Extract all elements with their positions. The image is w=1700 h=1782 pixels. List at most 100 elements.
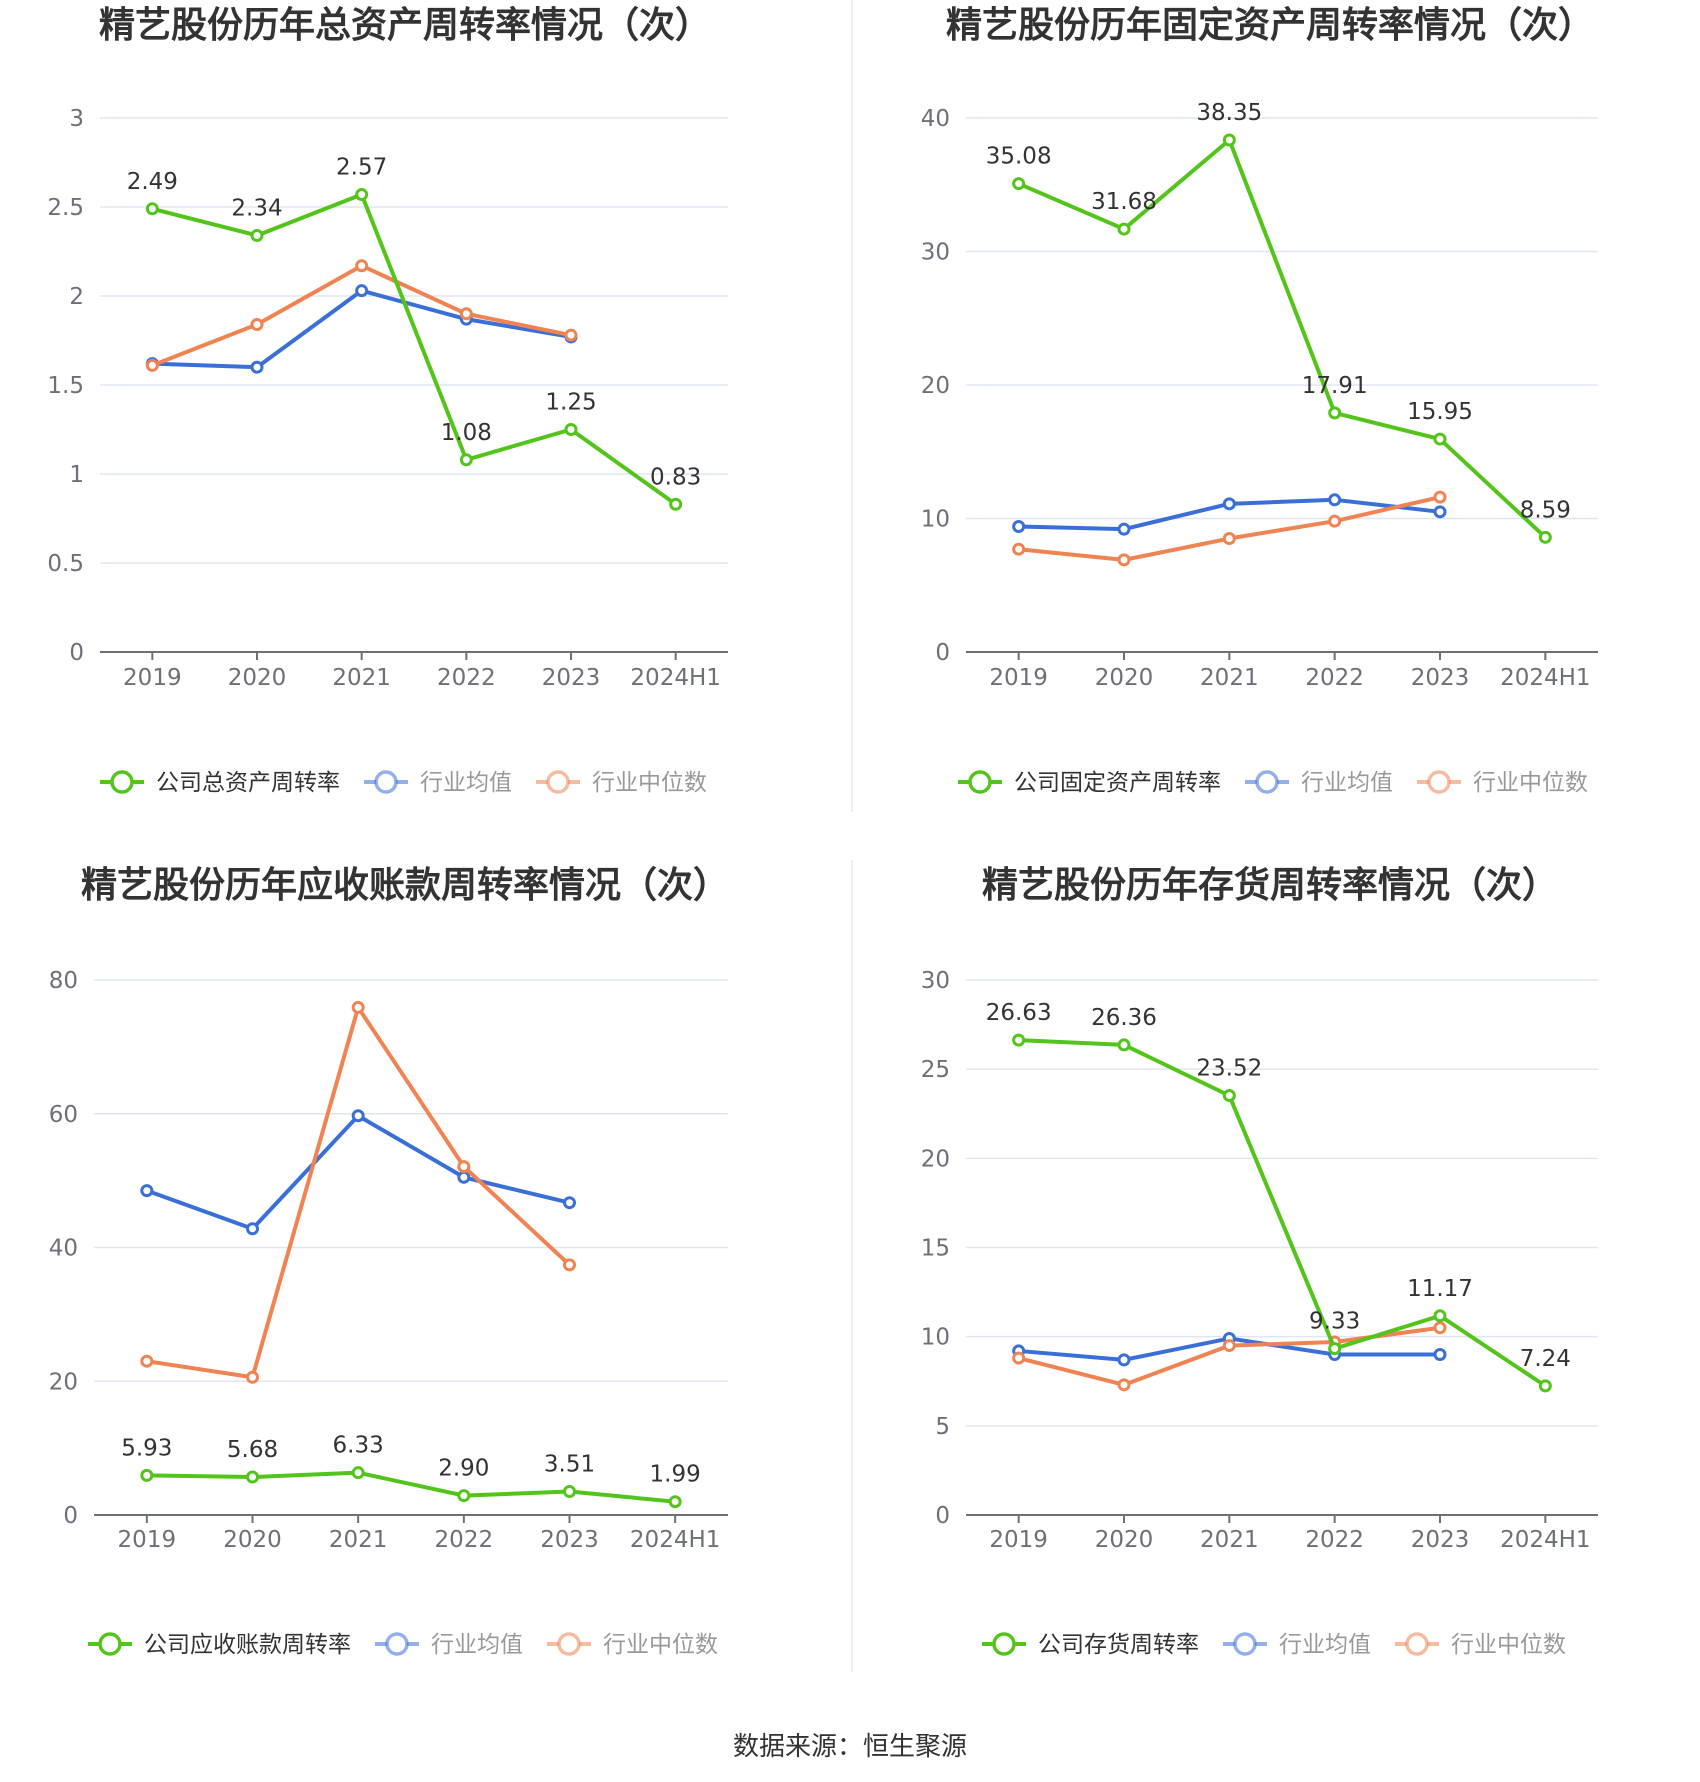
x-tick-label: 2022: [435, 1527, 494, 1553]
data-label: 2.90: [438, 1456, 489, 1482]
legend-item-median: 行业中位数: [547, 1632, 718, 1658]
chart-legend: 公司固定资产周转率 行业均值 行业中位数: [958, 770, 1588, 796]
data-point-median: [1328, 514, 1342, 528]
data-point-company: [145, 202, 159, 216]
legend-circle-icon: [110, 770, 134, 794]
x-tick-label: 2021: [1200, 1527, 1259, 1553]
data-point-company: [140, 1468, 154, 1482]
data-point-median: [351, 1000, 365, 1014]
x-tick-label: 2022: [1305, 665, 1364, 691]
data-point-avg: [351, 1109, 365, 1123]
y-tick-label: 0: [935, 640, 950, 666]
data-label: 1.25: [545, 390, 596, 416]
series-line-avg: [152, 288, 572, 370]
legend-circle-icon: [1233, 1632, 1257, 1656]
legend-circle-icon: [546, 770, 570, 794]
data-point-avg: [246, 1222, 259, 1236]
legend-circle-icon: [557, 1632, 581, 1656]
legend-label: 行业均值: [1279, 1632, 1371, 1658]
data-point-company: [1222, 133, 1236, 147]
data-point-company: [1117, 1038, 1131, 1052]
legend-label: 行业中位数: [592, 770, 707, 796]
x-tick-label: 2019: [118, 1527, 177, 1553]
chart-title: 精艺股份历年总资产周转率情况（次）: [99, 5, 711, 46]
series-line-company: [146, 1470, 676, 1504]
data-point-median: [1117, 1378, 1131, 1392]
data-label: 26.63: [986, 1000, 1052, 1026]
data-point-avg: [250, 360, 264, 374]
data-label: 3.51: [544, 1452, 595, 1478]
y-tick-label: 20: [921, 373, 950, 399]
legend-circle-icon: [992, 1632, 1016, 1656]
chart-legend: 公司总资产周转率 行业均值 行业中位数: [100, 770, 707, 796]
x-tick-label: 2023: [542, 665, 601, 691]
legend-label: 行业中位数: [1451, 1632, 1566, 1658]
chart-title: 精艺股份历年存货周转率情况（次）: [982, 865, 1558, 906]
data-label: 5.93: [121, 1435, 172, 1461]
legend-label: 公司存货周转率: [1038, 1632, 1199, 1658]
data-label: 17.91: [1302, 373, 1368, 399]
legend-item-company: 公司存货周转率: [982, 1632, 1199, 1658]
chart-panel-3: 精艺股份历年应收账款周转率情况（次） 0 20 40 60 80 2019 2020 2021 2…: [49, 865, 729, 1658]
x-tick-label: 2019: [123, 665, 182, 691]
x-tick-label: 2020: [223, 1527, 282, 1553]
data-point-company: [246, 1470, 259, 1484]
chart-title: 精艺股份历年固定资产周转率情况（次）: [946, 5, 1594, 46]
data-point-company: [563, 1485, 576, 1499]
data-label: 35.08: [986, 144, 1052, 170]
data-point-median: [140, 1354, 154, 1368]
y-tick-label: 0.5: [47, 551, 84, 577]
x-tick-label: 2021: [329, 1527, 388, 1553]
legend-item-median: 行业中位数: [536, 770, 707, 796]
data-point-company: [1328, 406, 1342, 420]
data-point-median: [564, 328, 578, 342]
data-label: 15.95: [1407, 399, 1473, 425]
y-tick-label: 30: [921, 968, 950, 994]
data-point-company: [1538, 1379, 1552, 1393]
y-tick-label: 60: [49, 1102, 78, 1128]
y-tick-label: 1: [69, 462, 84, 488]
data-point-company: [564, 423, 578, 436]
legend-item-avg: 行业均值: [375, 1632, 523, 1658]
data-point-avg: [1012, 520, 1026, 534]
legend-item-avg: 行业均值: [1223, 1632, 1371, 1658]
data-point-company: [1222, 1089, 1236, 1103]
legend-item-company: 公司固定资产周转率: [958, 770, 1221, 796]
data-point-median: [1433, 1321, 1447, 1335]
data-label: 1.99: [650, 1462, 701, 1488]
series-line-avg: [146, 1113, 570, 1231]
legend-label: 公司总资产周转率: [156, 770, 340, 796]
series-median: [1012, 490, 1447, 567]
data-point-median: [1222, 532, 1236, 546]
data-point-avg: [1222, 497, 1236, 511]
chart-panel-1: 精艺股份历年总资产周转率情况（次） 0 0.5 1 1.5 2 2.5 3 2019 2020 20…: [47, 5, 728, 796]
chart-panel-4: 精艺股份历年存货周转率情况（次） 0 5 10 15 20 25 30 2019 2020 2021…: [921, 865, 1598, 1658]
series-company: 5.93 5.68 6.33 2.90 3.51 1.99: [121, 1433, 701, 1509]
legend-circle-icon: [374, 770, 398, 794]
x-tick-label: 2021: [332, 665, 391, 691]
data-label: 26.36: [1091, 1005, 1157, 1031]
legend-label: 公司固定资产周转率: [1014, 770, 1221, 796]
data-point-company: [1328, 1342, 1342, 1356]
data-point-avg: [563, 1196, 576, 1210]
series-avg: [145, 284, 578, 374]
data-label: 23.52: [1196, 1056, 1262, 1082]
series-line-company: [1017, 138, 1547, 539]
series-company: 2.49 2.34 2.57 1.08 1.25 0.83: [127, 155, 701, 511]
data-point-avg: [1117, 1353, 1131, 1367]
data-label: 11.17: [1407, 1276, 1473, 1302]
series-median: [145, 259, 578, 372]
data-point-median: [355, 259, 369, 273]
chart-legend: 公司应收账款周转率 行业均值 行业中位数: [88, 1632, 718, 1658]
data-label: 2.34: [231, 195, 282, 221]
data-point-avg: [1328, 493, 1342, 507]
series-avg: [1012, 493, 1447, 536]
data-point-median: [563, 1258, 576, 1272]
data-label: 7.24: [1520, 1346, 1571, 1372]
data-point-company: [1433, 432, 1447, 446]
data-point-avg: [355, 284, 369, 298]
y-tick-label: 10: [921, 507, 950, 533]
series-line-median: [151, 263, 572, 368]
data-point-median: [1012, 542, 1026, 556]
